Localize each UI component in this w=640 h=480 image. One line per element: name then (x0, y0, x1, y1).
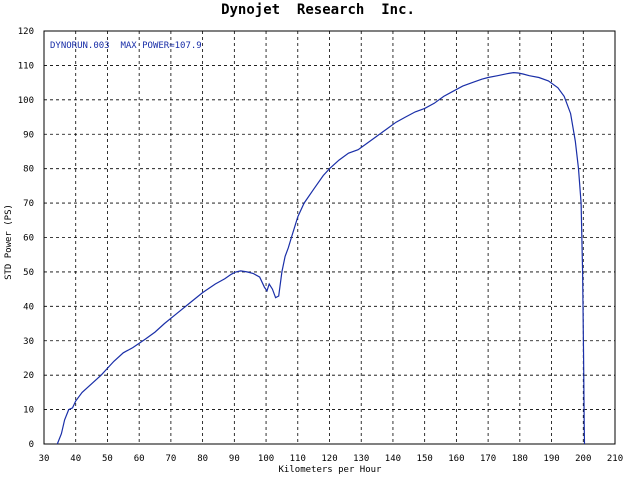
x-tick-label: 40 (70, 454, 81, 464)
y-tick-label: 40 (23, 302, 34, 312)
x-tick-label: 50 (102, 454, 113, 464)
x-tick-label: 190 (543, 454, 559, 464)
x-tick-label: 210 (607, 454, 623, 464)
y-tick-label: 60 (23, 234, 34, 244)
x-tick-label: 170 (480, 454, 496, 464)
x-tick-label: 80 (197, 454, 208, 464)
chart-title: Dynojet Research Inc. (221, 2, 415, 18)
x-tick-label: 70 (165, 454, 176, 464)
y-tick-label: 80 (23, 165, 34, 175)
y-tick-label: 20 (23, 371, 34, 381)
y-tick-label: 120 (18, 27, 34, 37)
y-tick-label: 110 (18, 61, 34, 71)
x-tick-label: 90 (229, 454, 240, 464)
tick-labels: 30 40 50 60 70 80 90 100 110 120 130 140 150 160 170 18… (18, 27, 623, 464)
y-tick-label: 90 (23, 130, 34, 140)
x-tick-label: 140 (385, 454, 401, 464)
x-tick-label: 110 (290, 454, 306, 464)
y-tick-label: 30 (23, 337, 34, 347)
y-tick-label: 0 (29, 440, 34, 450)
x-tick-label: 160 (448, 454, 464, 464)
x-tick-label: 200 (575, 454, 591, 464)
x-axis-label: Kilometers per Hour (279, 465, 383, 475)
x-tick-label: 150 (417, 454, 433, 464)
x-tick-label: 130 (353, 454, 369, 464)
x-tick-label: 100 (258, 454, 274, 464)
x-tick-label: 120 (321, 454, 337, 464)
series-line (56, 71, 586, 445)
x-tick-label: 60 (134, 454, 145, 464)
run-annotation: DYNORUN.003 MAX POWER=107.9 (50, 41, 202, 51)
y-tick-label: 10 (23, 406, 34, 416)
x-tick-label: 30 (39, 454, 50, 464)
y-tick-label: 70 (23, 199, 34, 209)
y-tick-label: 100 (18, 96, 34, 106)
x-tick-label: 180 (512, 454, 528, 464)
grid (44, 31, 615, 444)
y-tick-label: 50 (23, 268, 34, 278)
plot-frame (43, 30, 616, 445)
y-axis-label: STD Power (PS) (4, 204, 14, 280)
